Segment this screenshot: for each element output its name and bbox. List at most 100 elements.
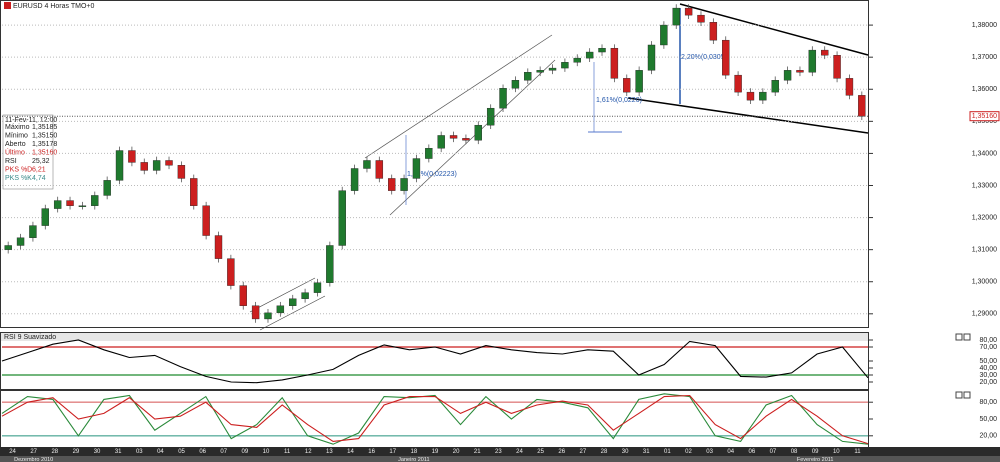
x-tick-label: 04 xyxy=(727,449,734,455)
info-header: 11-Fev-11, 12:00 xyxy=(5,117,57,124)
x-tick-label: 26 xyxy=(558,449,565,455)
info-value: 6,21 xyxy=(32,166,46,173)
x-tick-label: 06 xyxy=(748,449,755,455)
x-tick-label: 04 xyxy=(157,449,164,455)
candle-body xyxy=(363,160,371,169)
candle-body xyxy=(734,74,742,93)
candle-body xyxy=(808,49,817,73)
candle-body xyxy=(684,7,693,16)
candle-body xyxy=(499,88,507,109)
candle-body xyxy=(746,91,755,101)
candle-body xyxy=(833,55,841,79)
x-tick-label: 17 xyxy=(389,449,396,455)
candle-body xyxy=(276,305,285,314)
candle-body xyxy=(573,57,581,63)
y-tick-label: 20,00 xyxy=(979,433,997,440)
candle-body xyxy=(78,205,87,207)
candle-body xyxy=(115,150,124,181)
candle-body xyxy=(388,178,396,191)
candle-body xyxy=(251,305,260,320)
channel-line xyxy=(389,59,556,216)
indicator-line xyxy=(1,339,869,384)
candle-body xyxy=(214,235,223,259)
candle-body xyxy=(29,225,37,238)
candle-body xyxy=(66,200,74,206)
info-label: PKS %D xyxy=(5,166,32,173)
window-button[interactable] xyxy=(963,391,971,399)
y-tick-label: 80,00 xyxy=(979,337,997,344)
symbol-icon[interactable] xyxy=(4,2,11,9)
y-tick-label: 1,36000 xyxy=(972,86,997,93)
x-tick-label: 03 xyxy=(706,449,713,455)
candle-body xyxy=(152,160,161,171)
annotation: 2,20%(0,0305) xyxy=(681,54,727,61)
x-tick-label: 29 xyxy=(73,449,80,455)
month-label: Dezembro 2010 xyxy=(14,457,53,462)
chart-title: EURUSD 4 Horas TMO+0 xyxy=(13,3,94,10)
x-tick-label: 24 xyxy=(9,449,16,455)
x-tick-label: 30 xyxy=(622,449,629,455)
y-tick-label: 1,35000 xyxy=(972,118,997,125)
candle-body xyxy=(301,292,309,299)
candle-body xyxy=(326,245,334,283)
info-frame xyxy=(2,114,54,190)
candle-body xyxy=(771,80,779,93)
rsi-header xyxy=(1,333,868,341)
y-tick-label: 50,00 xyxy=(979,358,997,365)
channel-line xyxy=(259,295,326,331)
annotation: 1,61%(0,02223) xyxy=(407,171,457,178)
candle-body xyxy=(697,14,705,23)
candle-body xyxy=(425,148,433,159)
candle-body xyxy=(41,208,49,226)
x-tick-label: 08 xyxy=(791,449,798,455)
candle-body xyxy=(412,158,421,179)
window-button[interactable] xyxy=(955,333,963,341)
x-tick-label: 10 xyxy=(833,449,840,455)
candle-body xyxy=(796,70,804,73)
candle-body xyxy=(623,78,631,93)
info-value: 1,35150 xyxy=(32,132,57,139)
info-label: Máximo xyxy=(5,124,30,131)
y-tick-label: 30,00 xyxy=(979,372,997,379)
indicator-line xyxy=(1,393,869,445)
candle-body xyxy=(709,22,718,41)
candle-body xyxy=(722,39,730,76)
candle-body xyxy=(449,135,458,139)
x-tick-label: 13 xyxy=(326,449,333,455)
month-label: Janeiro 2011 xyxy=(398,457,429,462)
window-button[interactable] xyxy=(955,391,963,399)
candle-body xyxy=(462,138,470,141)
wedge-line xyxy=(679,3,869,56)
info-label: PKS %K xyxy=(5,175,32,182)
candle-body xyxy=(190,178,198,206)
x-tick-label: 11 xyxy=(854,449,861,455)
y-tick-label: 1,32000 xyxy=(972,214,997,221)
candle-body xyxy=(264,312,272,320)
date-band xyxy=(0,447,1000,456)
x-tick-label: 28 xyxy=(51,449,58,455)
x-tick-label: 07 xyxy=(770,449,777,455)
x-tick-label: 28 xyxy=(601,449,608,455)
candle-body xyxy=(350,168,359,191)
annotation: 1,61%(0,0220) xyxy=(596,97,642,104)
x-tick-label: 06 xyxy=(199,449,206,455)
candle-body xyxy=(548,67,557,71)
x-tick-label: 20 xyxy=(453,449,460,455)
y-tick-label: 1,33000 xyxy=(972,182,997,189)
last-price-box xyxy=(969,111,1000,122)
window-button[interactable] xyxy=(963,333,971,341)
x-tick-label: 23 xyxy=(495,449,502,455)
info-label: Último xyxy=(5,147,25,156)
last-price-label: 1,35160 xyxy=(972,113,997,120)
x-tick-label: 27 xyxy=(580,449,587,455)
x-tick-label: 30 xyxy=(94,449,101,455)
channel-line xyxy=(364,34,553,159)
candle-body xyxy=(91,195,99,206)
info-value: 1,35178 xyxy=(32,141,57,148)
y-tick-label: 20,00 xyxy=(979,379,997,386)
info-value: 25,32 xyxy=(32,158,50,165)
candle-body xyxy=(610,47,619,79)
x-tick-label: 11 xyxy=(284,449,291,455)
info-value: 4,74 xyxy=(32,175,46,182)
